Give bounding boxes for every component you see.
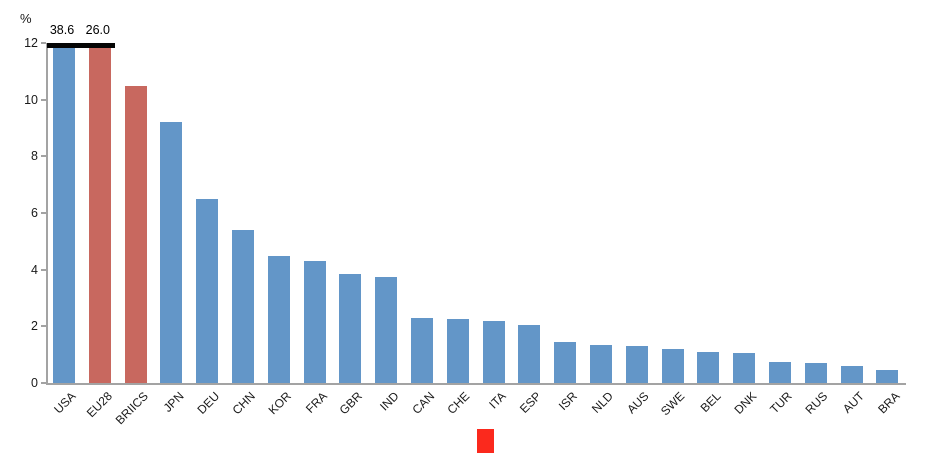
y-axis-tick-label: 12: [24, 36, 38, 50]
y-axis-tick-label: 0: [31, 376, 38, 390]
x-axis-label: IND: [376, 389, 402, 414]
bar: [554, 341, 577, 383]
y-axis-tick-mark: [41, 268, 46, 271]
x-axis-label: USA: [51, 389, 79, 417]
x-axis-label: EU28: [83, 389, 115, 421]
bar: [375, 276, 398, 383]
y-axis-tick-label: 2: [31, 319, 38, 334]
y-axis-tick-label: 10: [24, 92, 38, 107]
bar: [160, 122, 183, 383]
y-axis-tick-mark: [41, 42, 46, 44]
x-axis-label: CHE: [444, 389, 473, 417]
y-axis-tick-mark: [41, 155, 46, 158]
x-axis-label: AUT: [839, 389, 867, 416]
plot-area: [46, 43, 906, 385]
y-axis-tick-label: 6: [31, 206, 38, 220]
x-axis-label: TUR: [767, 389, 795, 417]
bar: [769, 361, 791, 383]
x-axis-label: CAN: [409, 389, 437, 417]
bar: [411, 317, 433, 383]
bar-annotation: 26.0: [85, 23, 110, 37]
x-axis-label: ITA: [486, 389, 509, 412]
bar: [232, 230, 254, 383]
x-axis-label: BRA: [874, 389, 903, 417]
y-axis-unit-label: %: [20, 11, 32, 26]
bar: [518, 324, 541, 383]
x-axis-label: GBR: [337, 389, 366, 418]
x-axis-label: ISR: [556, 389, 581, 414]
x-axis-label: AUS: [624, 389, 652, 417]
bar: [733, 353, 756, 383]
y-axis-tick-mark: [41, 382, 46, 384]
x-axis-label: RUS: [802, 389, 831, 417]
x-axis-label: FRA: [302, 389, 330, 416]
x-axis-label: BRIICS: [112, 389, 151, 428]
y-axis-tick-label: 4: [31, 262, 38, 277]
bar-annotation: 38.6: [49, 23, 75, 37]
bar: [196, 198, 219, 383]
bar: [303, 261, 326, 383]
bar: [876, 370, 899, 383]
x-axis-label: SWE: [658, 389, 688, 419]
x-axis-label: NLD: [589, 389, 616, 416]
y-axis-tick-mark: [41, 212, 46, 214]
x-axis-label: CHN: [229, 389, 258, 418]
bar: [124, 85, 147, 383]
x-axis-label: KOR: [265, 389, 294, 418]
x-axis-label: JPN: [160, 389, 187, 415]
x-axis-label: BEL: [697, 389, 724, 415]
y-axis-tick-mark: [41, 325, 46, 328]
bar: [267, 255, 290, 383]
bar: [661, 349, 684, 383]
bar: [339, 273, 362, 383]
bar: [697, 351, 720, 383]
x-axis-label: ESP: [517, 389, 545, 416]
bar: [840, 366, 863, 383]
y-axis-tick-mark: [41, 98, 46, 101]
x-axis-label: DNK: [731, 389, 760, 417]
bar: [482, 320, 505, 383]
bar: [53, 43, 75, 383]
bar: [804, 363, 827, 383]
bar: [88, 43, 111, 383]
x-axis-label: DEU: [194, 389, 223, 417]
y-axis-tick-label: 8: [31, 149, 38, 164]
clip-cap: [47, 43, 115, 48]
bar: [446, 319, 469, 383]
bar: [625, 346, 648, 383]
bar: [590, 344, 612, 383]
red-square-icon: [477, 429, 494, 453]
